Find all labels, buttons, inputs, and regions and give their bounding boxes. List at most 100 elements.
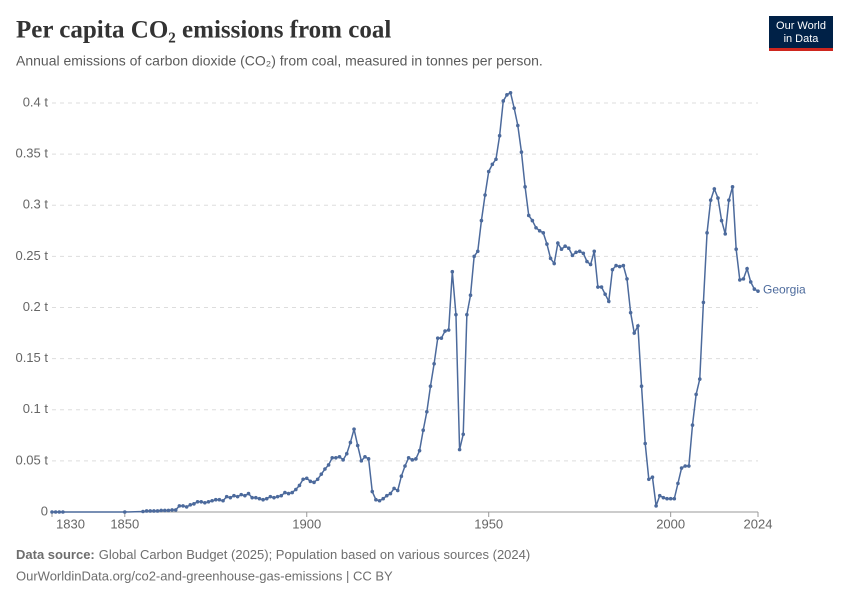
data-point <box>643 441 647 446</box>
data-point <box>359 459 364 463</box>
data-point <box>519 150 524 154</box>
data-point <box>122 510 127 514</box>
x-tick-label: 1830 <box>56 516 85 531</box>
data-point <box>268 494 273 499</box>
data-point <box>566 246 571 250</box>
data-point <box>312 480 316 485</box>
data-point <box>683 464 688 468</box>
data-point <box>661 495 666 500</box>
y-tick-label: 0.1 t <box>23 401 49 416</box>
chart-subtitle: Annual emissions of carbon dioxide (CO₂)… <box>16 53 543 69</box>
data-point <box>632 331 637 335</box>
y-tick-label: 0.15 t <box>15 350 48 365</box>
y-tick-label: 0.25 t <box>15 248 48 263</box>
source-label: Data source: <box>16 547 95 562</box>
data-point <box>614 263 618 268</box>
data-point <box>574 250 578 255</box>
data-point <box>534 225 538 230</box>
data-point <box>730 185 735 189</box>
logo[interactable]: Our World in Data <box>769 16 833 51</box>
data-point <box>647 477 651 482</box>
x-tick-label: 2024 <box>744 516 773 531</box>
footer: OurWorldinData.org/co2-and-greenhouse-ga… <box>16 568 393 583</box>
data-point <box>588 262 593 267</box>
data-point <box>414 457 418 461</box>
y-tick-label: 0 <box>41 503 48 518</box>
data-point <box>497 133 502 138</box>
data-point <box>756 289 760 293</box>
data-point <box>545 242 549 246</box>
data-point <box>541 231 546 235</box>
data-point <box>232 493 236 498</box>
data-point <box>439 336 444 340</box>
data-point <box>650 475 655 480</box>
data-point <box>195 499 200 504</box>
data-point <box>355 443 360 448</box>
data-point <box>388 491 393 496</box>
data-point <box>570 253 575 258</box>
data-point <box>330 456 335 460</box>
data-point <box>526 213 531 218</box>
data-point <box>294 487 298 492</box>
data-point <box>428 384 433 389</box>
data-point <box>617 264 622 269</box>
data-point <box>352 427 356 431</box>
data-point <box>184 505 189 509</box>
data-point <box>210 498 214 503</box>
data-point <box>61 510 65 514</box>
data-point <box>366 457 371 461</box>
x-tick-label: 2000 <box>656 516 685 531</box>
data-point <box>272 495 276 500</box>
data-point <box>468 293 473 298</box>
data-point <box>690 423 695 427</box>
data-point <box>395 488 400 493</box>
data-point <box>403 464 407 468</box>
data-point <box>523 185 527 189</box>
data-point <box>516 123 520 128</box>
data-point <box>745 266 749 271</box>
data-point <box>410 458 415 462</box>
data-point <box>657 493 662 498</box>
data-point <box>239 492 244 497</box>
data-point <box>490 162 495 167</box>
data-point <box>53 510 58 514</box>
data-point <box>697 377 702 381</box>
data-point <box>297 483 302 488</box>
data-point <box>334 456 338 460</box>
data-point <box>606 299 611 304</box>
data-point <box>144 509 149 513</box>
data-point <box>676 481 680 486</box>
data-point <box>603 292 607 297</box>
data-point <box>224 494 229 499</box>
data-point <box>475 249 480 254</box>
data-point <box>319 472 324 476</box>
data-point <box>206 499 211 504</box>
data-point <box>435 336 440 340</box>
series-line <box>52 91 759 513</box>
data-point <box>308 479 313 484</box>
data-point <box>577 249 582 254</box>
data-point <box>166 508 171 513</box>
data-point <box>654 504 658 508</box>
y-tick-label: 0.4 t <box>23 94 49 109</box>
data-point <box>290 490 294 495</box>
data-point <box>348 440 353 445</box>
data-point <box>370 489 375 494</box>
data-point <box>406 456 411 460</box>
data-point <box>323 467 327 471</box>
data-point <box>552 261 557 266</box>
data-point <box>235 494 240 499</box>
data-point <box>716 196 720 200</box>
chart-title: Per capita CO₂ emissions from coal <box>16 17 391 44</box>
data-point <box>275 494 280 499</box>
data-point <box>665 496 669 501</box>
data-point <box>57 510 62 514</box>
data-point <box>556 241 560 245</box>
data-point <box>585 259 589 264</box>
data-point <box>192 502 196 506</box>
data-point <box>228 495 233 500</box>
data-point <box>301 477 305 482</box>
data-point <box>734 247 738 252</box>
